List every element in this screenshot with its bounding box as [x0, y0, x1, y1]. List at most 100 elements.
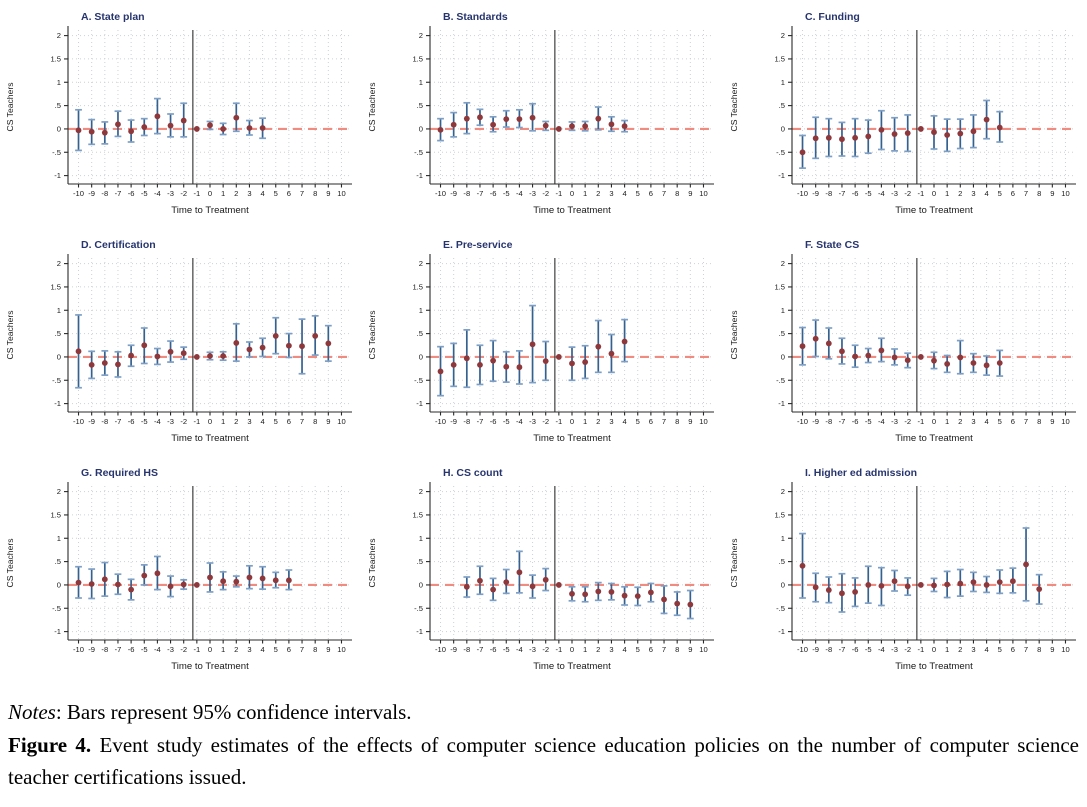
estimate-marker	[529, 583, 536, 590]
panel-plot: -10 -9 -8 -7 -6 -5 -4 -3 -2 -1 0 1 2 3 4 5 6 7 8 9 1021.51.5…	[729, 11, 1076, 216]
svg-text:4: 4	[622, 417, 626, 426]
estimate-marker	[101, 360, 108, 366]
svg-text:2: 2	[958, 645, 962, 654]
estimate-marker	[878, 347, 885, 354]
svg-text:2: 2	[596, 189, 600, 198]
gridlines	[792, 258, 1076, 412]
svg-text:3: 3	[247, 417, 251, 426]
svg-text:1.5: 1.5	[774, 283, 785, 292]
estimate-marker	[220, 353, 227, 359]
svg-text:-5: -5	[865, 645, 872, 654]
svg-text:1.5: 1.5	[412, 55, 423, 64]
svg-text:8: 8	[675, 189, 679, 198]
estimate-marker	[503, 116, 510, 123]
svg-text:4: 4	[984, 189, 988, 198]
svg-text:1: 1	[57, 78, 61, 87]
svg-text:-7: -7	[477, 417, 484, 426]
figure-caption-block: Notes: Bars represent 95% confidence int…	[0, 688, 1087, 794]
estimate-marker	[569, 360, 575, 367]
svg-text:-1: -1	[193, 645, 200, 654]
svg-text:-1: -1	[54, 171, 61, 180]
svg-text:3: 3	[609, 417, 613, 426]
estimate-marker	[555, 126, 562, 132]
svg-text:4: 4	[622, 189, 626, 198]
estimate-marker	[904, 583, 911, 590]
estimate-marker	[516, 364, 523, 371]
estimate-marker	[167, 583, 174, 590]
estimate-marker	[542, 122, 549, 129]
x-axis-label: Time to Treatment	[895, 433, 973, 444]
svg-text:5: 5	[274, 417, 278, 426]
svg-text:8: 8	[313, 645, 317, 654]
estimate-marker	[904, 357, 911, 364]
estimate-marker	[891, 131, 898, 137]
svg-text:0: 0	[419, 581, 423, 590]
estimate-marker	[285, 577, 292, 584]
estimate-marker	[450, 121, 457, 128]
y-axis-label: CS Teachers	[367, 538, 377, 587]
svg-text:1: 1	[583, 189, 587, 198]
estimate-marker	[582, 591, 589, 598]
estimate-marker	[878, 126, 885, 133]
svg-text:1: 1	[57, 306, 61, 315]
estimate-marker	[259, 125, 266, 131]
svg-text:-4: -4	[516, 417, 523, 426]
estimate-marker	[490, 357, 497, 364]
svg-text:-9: -9	[88, 417, 95, 426]
estimate-marker	[661, 596, 667, 603]
gridlines	[68, 30, 352, 184]
svg-text:-5: -5	[141, 189, 148, 198]
svg-text:2: 2	[958, 417, 962, 426]
estimate-marker	[825, 134, 832, 141]
estimate-marker	[839, 590, 845, 597]
estimate-marker	[207, 122, 213, 129]
estimate-marker	[595, 343, 602, 350]
estimate-marker	[529, 341, 536, 348]
svg-text:-7: -7	[839, 417, 846, 426]
estimate-marker	[812, 135, 819, 142]
estimate-marker	[503, 579, 510, 586]
panel-plot: -10 -9 -8 -7 -6 -5 -4 -3 -2 -1 0 1 2 3 4 5 6 7 8 9 1021.51.5…	[729, 467, 1076, 672]
estimate-marker	[437, 126, 444, 133]
estimate-marker	[220, 578, 227, 585]
estimate-marker	[917, 354, 924, 360]
svg-text:-7: -7	[477, 189, 484, 198]
svg-text:1: 1	[221, 417, 225, 426]
estimate-marker	[246, 574, 253, 581]
svg-text:0: 0	[57, 353, 61, 362]
svg-text:1: 1	[221, 189, 225, 198]
estimate-marker	[595, 115, 602, 122]
svg-text:1: 1	[221, 645, 225, 654]
svg-text:8: 8	[675, 417, 679, 426]
estimate-marker	[450, 361, 457, 368]
svg-text:.5: .5	[417, 101, 423, 110]
estimate-marker	[970, 579, 977, 586]
estimate-marker	[812, 335, 819, 342]
gridlines	[430, 30, 714, 184]
svg-text:-.5: -.5	[414, 604, 423, 613]
estimate-marker	[996, 124, 1003, 131]
estimate-marker	[259, 575, 266, 582]
estimate-marker	[246, 125, 253, 131]
y-axis-label: CS Teachers	[729, 538, 739, 587]
svg-text:0: 0	[781, 125, 785, 134]
svg-text:10: 10	[1061, 417, 1069, 426]
svg-text:4: 4	[260, 645, 264, 654]
axes	[788, 482, 1076, 644]
svg-text:3: 3	[609, 645, 613, 654]
svg-text:2: 2	[781, 31, 785, 40]
svg-text:0: 0	[419, 125, 423, 134]
svg-text:-6: -6	[852, 189, 859, 198]
svg-text:-1: -1	[917, 189, 924, 198]
y-axis-label: CS Teachers	[5, 82, 15, 131]
estimate-marker	[490, 121, 497, 128]
svg-text:-10: -10	[73, 645, 84, 654]
estimate-marker	[839, 348, 845, 355]
estimate-marker	[569, 123, 575, 130]
x-axis-label: Time to Treatment	[171, 661, 249, 672]
ci-bars-group	[437, 304, 628, 397]
axes	[426, 254, 714, 416]
figure-caption-line: Figure 4. Event study estimates of the e…	[8, 729, 1079, 794]
svg-text:1.5: 1.5	[412, 511, 423, 520]
tick-labels: -10 -9 -8 -7 -6 -5 -4 -3 -2 -1 0 1 2 3 4 5 6 7 8 9 1021.51.5…	[774, 259, 1069, 426]
